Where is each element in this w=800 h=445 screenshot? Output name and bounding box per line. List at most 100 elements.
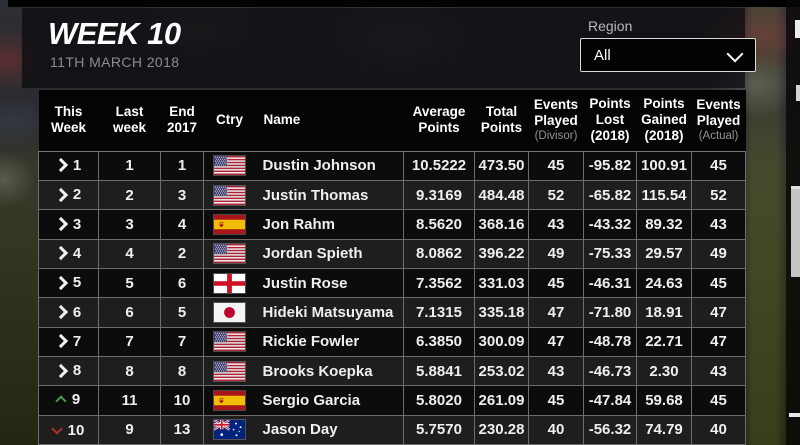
table-row[interactable]: 9 11 10 Sergio Garcia 5.8020 261.09 45 -47.84 59… (38, 385, 746, 416)
cell-country (203, 414, 256, 445)
cell-events-actual: 45 (691, 150, 746, 181)
flag-us-icon (214, 185, 246, 205)
cell-points-lost: -95.82 (583, 150, 637, 181)
column-header-total: Total Points (474, 90, 529, 152)
table-header-row: This Week Last week End 2017 Ctry Name Average Po… (38, 90, 746, 152)
region-label: Region (588, 18, 633, 34)
cell-country (203, 238, 256, 269)
cell-end-2017: 7 (160, 326, 204, 357)
cell-points-lost: -56.32 (583, 414, 637, 445)
column-header-events_divisor: Events Played (Divisor) (528, 90, 584, 152)
cell-country (203, 150, 256, 181)
screen-edge-artifact (791, 186, 800, 189)
region-select[interactable]: All (580, 38, 756, 72)
player-name[interactable]: Jon Rahm (255, 209, 404, 240)
rank-steady-icon (53, 158, 68, 173)
flag-us-icon (214, 244, 246, 264)
cell-this-week: 10 (38, 414, 99, 445)
player-name[interactable]: Rickie Fowler (255, 326, 404, 357)
cell-events-divisor: 52 (528, 179, 584, 211)
cell-events-actual: 45 (691, 385, 746, 416)
this-week-rank: 8 (72, 362, 82, 380)
cell-average-points: 9.3169 (403, 179, 475, 211)
cell-events-actual: 45 (691, 267, 746, 299)
cell-total-points: 230.28 (474, 414, 529, 445)
table-row[interactable]: 1 1 1 Dustin Johnson 10.5222 473.50 45 -95.82 10… (38, 150, 746, 181)
cell-total-points: 368.16 (474, 209, 529, 240)
player-name[interactable]: Brooks Koepka (255, 355, 404, 387)
table-row[interactable]: 4 4 2 Jordan Spieth 8.0862 396.22 49 -75.33 29.5… (38, 238, 746, 269)
cell-last-week: 8 (98, 355, 161, 387)
player-name[interactable]: Justin Thomas (255, 179, 404, 211)
cell-average-points: 8.0862 (403, 238, 475, 269)
cell-points-gained: 115.54 (636, 179, 692, 211)
cell-events-divisor: 40 (528, 414, 584, 445)
top-edge-bar (8, 0, 800, 7)
cell-points-lost: -43.32 (583, 209, 637, 240)
cell-average-points: 6.3850 (403, 326, 475, 357)
column-header-end_2017: End 2017 (160, 90, 204, 152)
rank-steady-icon (53, 275, 68, 290)
cell-last-week: 4 (98, 238, 161, 269)
cell-events-actual: 43 (691, 209, 746, 240)
player-name[interactable]: Dustin Johnson (255, 150, 404, 181)
cell-total-points: 484.48 (474, 179, 529, 211)
this-week-rank: 3 (72, 215, 82, 233)
table-row[interactable]: 5 5 6 Justin Rose 7.3562 331.03 45 -46.31 24.63 4… (38, 267, 746, 299)
table-row[interactable]: 10 9 13 Jason Day 5.7570 230.28 40 -56.32 74.79 4… (38, 414, 746, 445)
cell-country (203, 179, 256, 211)
cell-average-points: 5.8020 (403, 385, 475, 416)
cell-last-week: 7 (98, 326, 161, 357)
table-row[interactable]: 3 3 4 Jon Rahm 8.5620 368.16 43 -43.32 89.32 43 (38, 209, 746, 240)
cell-events-actual: 52 (691, 179, 746, 211)
cell-points-lost: -47.84 (583, 385, 637, 416)
cell-events-divisor: 45 (528, 150, 584, 181)
rank-steady-icon (53, 217, 68, 232)
cell-last-week: 2 (98, 179, 161, 211)
flag-us-icon (214, 332, 246, 352)
player-name[interactable]: Jordan Spieth (255, 238, 404, 269)
cell-events-actual: 47 (691, 326, 746, 357)
cell-country (203, 209, 256, 240)
cell-end-2017: 13 (160, 414, 204, 445)
cell-points-gained: 59.68 (636, 385, 692, 416)
cell-events-divisor: 47 (528, 297, 584, 328)
cell-country (203, 267, 256, 299)
player-name[interactable]: Jason Day (255, 414, 404, 445)
cell-events-divisor: 43 (528, 355, 584, 387)
this-week-rank: 5 (72, 274, 82, 292)
table-row[interactable]: 6 6 5 Hideki Matsuyama 7.1315 335.18 47 -71.80 1… (38, 297, 746, 328)
cell-last-week: 6 (98, 297, 161, 328)
cell-last-week: 5 (98, 267, 161, 299)
table-row[interactable]: 2 2 3 Justin Thomas 9.3169 484.48 52 -65.82 115.… (38, 179, 746, 211)
table-row[interactable]: 8 8 8 Brooks Koepka 5.8841 253.02 43 -46.73 2.30… (38, 355, 746, 387)
this-week-rank: 10 (67, 422, 85, 440)
screen-edge-artifact (791, 189, 800, 277)
this-week-rank: 9 (71, 391, 81, 409)
cell-end-2017: 1 (160, 150, 204, 181)
cell-points-gained: 18.91 (636, 297, 692, 328)
player-name[interactable]: Justin Rose (255, 267, 404, 299)
cell-this-week: 5 (38, 267, 99, 299)
week-date: 11TH MARCH 2018 (50, 54, 180, 70)
screen-edge-artifact (796, 85, 800, 101)
cell-points-lost: -75.33 (583, 238, 637, 269)
cell-last-week: 9 (98, 414, 161, 445)
region-selected-value: All (594, 46, 611, 64)
cell-this-week: 3 (38, 209, 99, 240)
table-row[interactable]: 7 7 7 Rickie Fowler 6.3850 300.09 47 -48.78 22.7… (38, 326, 746, 357)
cell-end-2017: 4 (160, 209, 204, 240)
player-name[interactable]: Sergio Garcia (255, 385, 404, 416)
column-header-last_week: Last week (98, 90, 161, 152)
player-name[interactable]: Hideki Matsuyama (255, 297, 404, 328)
cell-average-points: 8.5620 (403, 209, 475, 240)
flag-au-icon (214, 420, 246, 440)
flag-jp-icon (214, 302, 246, 322)
rank-up-icon (55, 395, 67, 408)
cell-average-points: 5.8841 (403, 355, 475, 387)
cell-average-points: 7.3562 (403, 267, 475, 299)
cell-country (203, 355, 256, 387)
cell-points-lost: -71.80 (583, 297, 637, 328)
cell-this-week: 6 (38, 297, 99, 328)
cell-points-gained: 24.63 (636, 267, 692, 299)
